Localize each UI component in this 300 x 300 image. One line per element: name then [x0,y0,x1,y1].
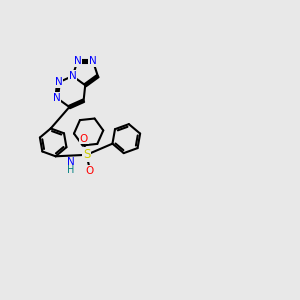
Text: N: N [89,56,97,66]
Text: N: N [69,71,76,81]
Text: N: N [53,93,61,103]
Text: N: N [67,157,75,167]
Text: N: N [74,56,81,66]
Text: O: O [85,166,94,176]
Text: O: O [80,134,88,144]
Text: N: N [55,77,62,87]
Text: S: S [83,148,90,161]
Text: H: H [68,165,75,175]
